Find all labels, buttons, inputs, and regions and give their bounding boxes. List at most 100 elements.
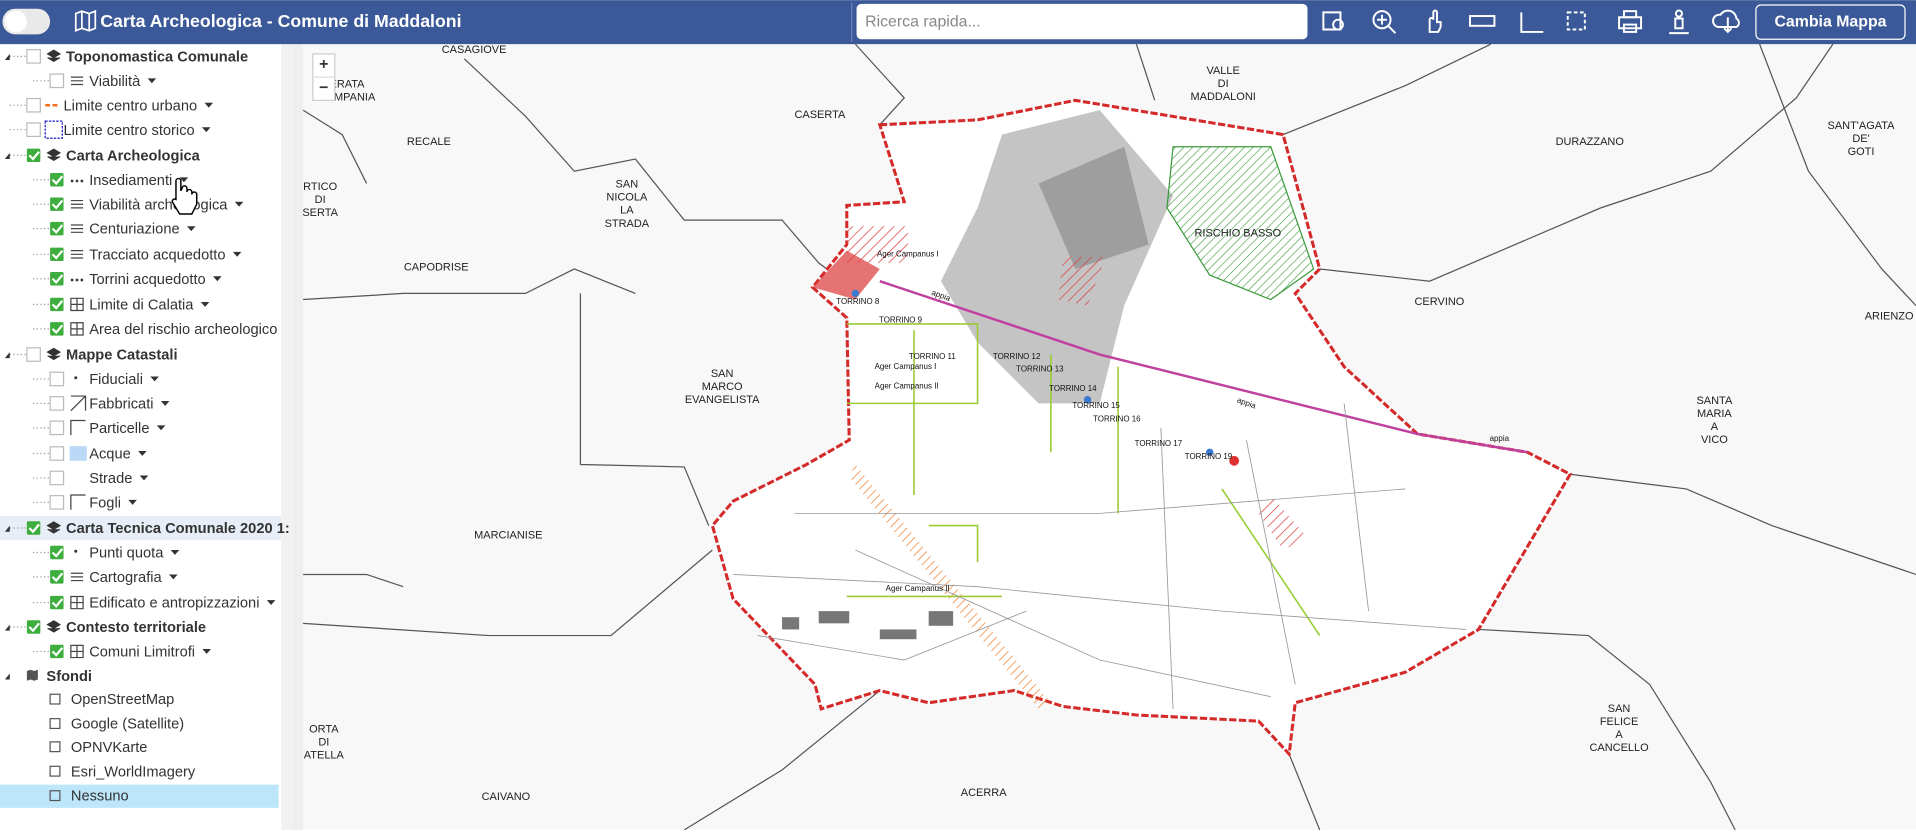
map-label: TORRINO 9 [879,315,923,324]
place-name: A [1615,729,1623,741]
zoom-out[interactable]: − [319,79,328,96]
checkbox[interactable] [49,446,65,461]
checkbox[interactable] [50,272,64,286]
layer-menu[interactable] [202,649,211,654]
icon-corner [70,419,86,436]
layer-menu[interactable] [234,201,244,207]
splitter[interactable] [293,44,304,830]
layer-menu[interactable] [139,475,149,481]
layer-menu[interactable] [186,226,196,232]
layer-menu[interactable] [156,425,166,431]
checkbox[interactable] [50,570,64,584]
tool-search-map[interactable] [1322,11,1344,31]
layer-label: Contesto territoriale [66,620,206,636]
layer-menu[interactable] [200,301,210,307]
layer-menu[interactable] [204,102,214,108]
icon-lines [70,250,84,259]
background-option[interactable]: Nessuno [71,789,129,805]
checkbox[interactable] [49,73,65,89]
layer-menu[interactable] [213,276,222,282]
layer-menu[interactable] [202,127,211,133]
background-option[interactable]: OPNVKarte [71,740,148,756]
layer-tree: Toponomastica Comunale Viabilità Limite ce… [0,49,290,808]
checkbox[interactable] [49,470,65,486]
place-name: CANCELLO [1589,742,1649,754]
tool-download[interactable] [1712,9,1740,34]
tool-select[interactable] [1566,11,1586,31]
layer-label: Sfondi [46,669,92,685]
checkbox[interactable] [50,173,64,187]
app-title: Carta Archeologica - Comune di Maddaloni [100,11,461,31]
icon-lines [70,76,84,86]
tool-measure[interactable] [1469,15,1496,27]
layer-menu[interactable] [160,400,170,406]
check [51,199,64,210]
tool-zoom[interactable] [1372,10,1397,34]
scrollbar[interactable] [281,44,294,830]
checkbox[interactable] [50,197,64,211]
checkbox[interactable] [50,545,64,560]
layer-label: Carta Archeologica [66,148,201,164]
checkbox[interactable] [26,122,41,138]
tool-print[interactable] [1618,10,1643,33]
tool-area[interactable] [1520,12,1544,33]
checkbox[interactable] [49,396,65,411]
check [51,249,64,260]
checkbox[interactable] [26,97,41,113]
layer-label: Cartografia [89,570,162,586]
layer-label: Comuni Limitrofi [89,645,195,661]
cursor [171,177,198,215]
layer-label: Limite di Calatia [89,298,194,314]
layer-menu[interactable] [138,451,147,456]
search-box[interactable] [856,3,1308,40]
tool-info[interactable] [1669,9,1689,35]
checkbox[interactable] [26,49,41,64]
zoom-in[interactable]: + [319,56,328,73]
layer-menu[interactable] [150,376,159,382]
background-option[interactable]: Esri_WorldImagery [71,764,196,780]
toolbar [1322,9,1740,35]
place-name: DI [318,737,329,749]
icon-dot [74,376,78,380]
background-option[interactable]: Google (Satellite) [71,717,184,733]
layer-menu[interactable] [169,574,178,580]
tool-pan[interactable] [1428,9,1442,33]
icon-grid [70,297,84,312]
checkbox[interactable] [26,347,41,362]
map-label: Ager Campanus I [877,249,939,258]
place-name: VICO [1701,434,1728,446]
layer-menu[interactable] [179,177,189,183]
search-placeholder: Ricerca rapida... [865,13,981,30]
checkbox[interactable] [50,644,64,659]
layer-label: Strade [89,471,132,487]
icon-grid [70,644,84,659]
checkbox[interactable] [50,221,64,236]
layer-menu[interactable] [266,600,276,606]
check [51,324,64,335]
layers-icon [46,620,62,633]
checkbox[interactable] [26,620,41,634]
checkbox[interactable] [49,495,65,510]
layer-menu[interactable] [147,78,157,84]
change-map-button[interactable] [1755,4,1906,40]
checkbox[interactable] [50,322,64,336]
place-name: GOTI [1848,146,1875,158]
checkbox[interactable] [49,371,65,387]
checkbox[interactable] [49,420,65,436]
check [28,150,40,161]
layer-label: Viabilità [89,74,141,90]
background-option[interactable]: OpenStreetMap [71,692,174,708]
checkbox[interactable] [50,247,64,262]
layer-menu[interactable] [232,251,242,257]
map-label: appia [1490,434,1510,443]
checkbox[interactable] [26,148,41,163]
checkbox[interactable] [50,595,64,610]
checkbox[interactable] [50,297,64,312]
checkbox[interactable] [26,521,41,535]
layer-menu[interactable] [128,499,137,505]
place-name: RECALE [407,136,451,148]
layer-menu[interactable] [170,550,180,555]
place-name: SANTA [1696,395,1732,407]
